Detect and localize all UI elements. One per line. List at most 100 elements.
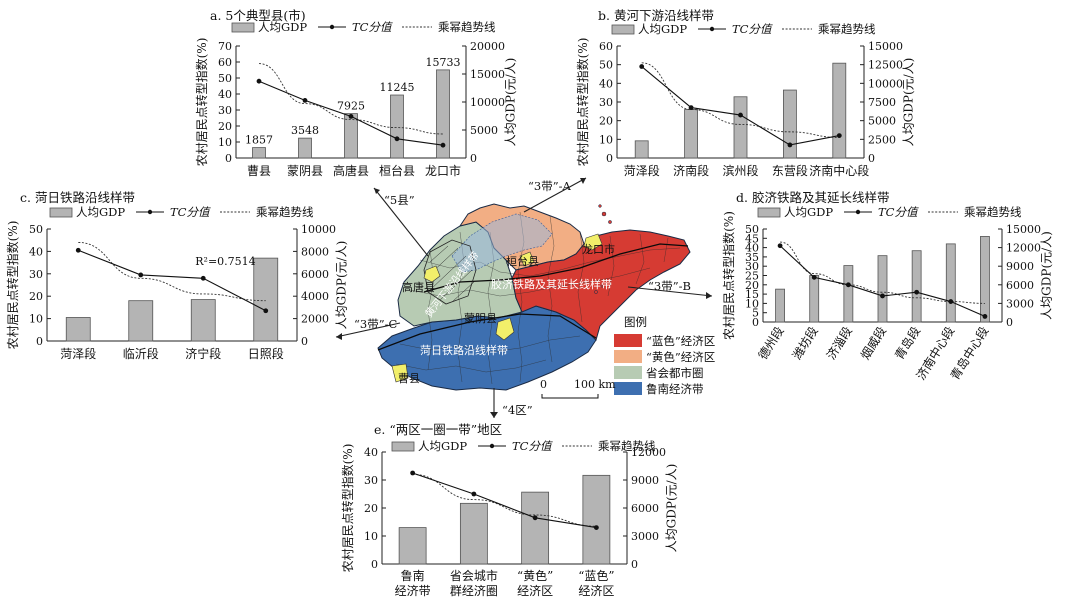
legend-gdp-swatch: [231, 22, 255, 33]
legend-gdp-label: 人均GDP: [638, 22, 687, 36]
gdp-bar: [783, 89, 797, 159]
legend-gdp-swatch: [757, 207, 781, 218]
tc-point: [914, 289, 920, 295]
x-tick-label: 济淄段: [823, 324, 855, 362]
tc-point: [75, 247, 81, 253]
legend-trend-label: 乘幂趋势线: [256, 205, 314, 219]
map-county-borders: [395, 211, 681, 385]
tc-point: [440, 142, 446, 148]
gdp-bar: [582, 474, 611, 565]
y-left-tick-label: 30: [745, 260, 759, 273]
tc-point: [348, 114, 354, 119]
y-right-tick-label: 15000: [868, 40, 903, 53]
tc-point: [394, 136, 400, 142]
tc-point: [836, 133, 842, 139]
tc-point: [787, 142, 793, 148]
x-tick-label: 日照段: [248, 346, 284, 361]
tc-line: [412, 472, 597, 529]
x-tick-label: 经济带: [395, 583, 431, 598]
arrow-label-d: “3带”-B: [648, 279, 691, 293]
trend-line: [412, 473, 597, 527]
legend-gdp-label: 人均GDP: [418, 439, 467, 453]
y-right-tick-label: 0: [1006, 316, 1013, 329]
y-right-tick-label: 0: [470, 152, 477, 165]
y-left-tick-label: 60: [599, 40, 613, 53]
chart-e-title: e. “两区一圈一带”地区: [374, 422, 502, 437]
map-label-jiaoji: 胶济铁路及其延长线样带: [491, 277, 612, 291]
y-left-tick-label: 20: [599, 115, 613, 128]
y-right-tick-label: 10000: [301, 223, 336, 236]
gdp-bar: [733, 96, 748, 159]
trend-line: [780, 241, 985, 304]
y-right-tick-label: 3000: [631, 530, 659, 543]
y-right-tick-label: 0: [868, 152, 875, 165]
gdp-bar: [521, 491, 550, 565]
y-right-tick-label: 6000: [301, 268, 329, 281]
map-legend-swatch-0: [614, 334, 642, 347]
x-tick-label: 济南段: [673, 163, 709, 178]
x-tick-label: 临沂段: [123, 346, 159, 361]
arrow-b: [523, 177, 587, 213]
map-label-huantai: 桓台县: [506, 254, 539, 268]
chart-d-title: d. 胶济铁路及其延长线样带: [736, 190, 889, 205]
map-legend-swatch-2: [614, 366, 642, 379]
legend-gdp-label: 人均GDP: [76, 205, 125, 219]
gdp-bar: [253, 257, 279, 342]
chart-c-annotation: R²=0.7514: [195, 255, 255, 268]
tc-point: [811, 274, 817, 280]
tc-point: [948, 299, 954, 304]
y-left-tick-label: 0: [36, 335, 43, 348]
gdp-bar: [843, 265, 854, 323]
x-tick-label: 烟威段: [857, 324, 889, 362]
gdp-bar: [252, 147, 266, 159]
gdp-bar: [980, 236, 990, 323]
y-right-tick-label: 4000: [301, 290, 329, 303]
y-left-tick-label: 60: [218, 56, 232, 69]
arrow-a: [373, 187, 429, 257]
tc-point: [532, 515, 538, 521]
x-tick-label: 省会城市: [450, 568, 498, 583]
y-right-tick-label: 15000: [470, 68, 505, 81]
y-left-tick-label: 50: [29, 223, 43, 236]
chart-b-ylabel-right: 人均GDP(元/人): [902, 58, 916, 147]
gdp-bar: [344, 113, 358, 159]
y-right-tick-label: 7500: [868, 96, 896, 109]
y-left-tick-label: 50: [218, 72, 232, 85]
y-right-tick-label: 9000: [1006, 260, 1034, 273]
y-left-tick-label: 50: [745, 223, 759, 236]
y-right-tick-label: 10000: [868, 77, 903, 90]
x-tick-label: 高唐县: [333, 163, 369, 178]
map-label-heri: 菏日铁路沿线样带: [420, 343, 508, 357]
tc-point: [593, 525, 599, 530]
gdp-data-label: 1857: [245, 134, 273, 147]
x-tick-label: 济宁段: [185, 346, 221, 361]
arrow-label-c: “3带”-C: [354, 317, 397, 331]
legend-tc-marker: [147, 209, 153, 215]
chart-d-ylabel-right: 人均GDP(元/人): [1040, 231, 1054, 320]
county-longkou-marker: [583, 233, 603, 251]
y-right-tick-label: 12000: [631, 446, 666, 459]
y-left-tick-label: 20: [29, 290, 43, 303]
y-left-tick-label: 10: [364, 530, 378, 543]
y-right-tick-label: 0: [631, 558, 638, 571]
trend-line: [78, 241, 266, 302]
chart-b-title: b. 黄河下游沿线样带: [598, 8, 714, 23]
y-right-tick-label: 20000: [470, 40, 505, 53]
legend-trend-label: 乘幂趋势线: [964, 205, 1022, 219]
county-huantai-marker: [519, 251, 535, 267]
y-left-tick-label: 30: [364, 474, 378, 487]
y-right-tick-label: 9000: [631, 474, 659, 487]
legend-tc-marker: [489, 443, 495, 449]
legend-tc-label: TC分值: [170, 205, 211, 219]
x-tick-label: 龙口市: [425, 163, 461, 178]
y-left-tick-label: 25: [745, 270, 759, 283]
map-scale-label-0: 0: [540, 378, 547, 391]
gdp-bar: [128, 300, 154, 342]
gdp-bar: [65, 317, 91, 342]
y-right-tick-label: 0: [301, 335, 308, 348]
chart-c-legend: 人均GDP TC分值 乘幂趋势线: [49, 205, 314, 219]
legend-gdp-swatch: [49, 207, 73, 218]
y-right-tick-label: 6000: [1006, 279, 1034, 292]
